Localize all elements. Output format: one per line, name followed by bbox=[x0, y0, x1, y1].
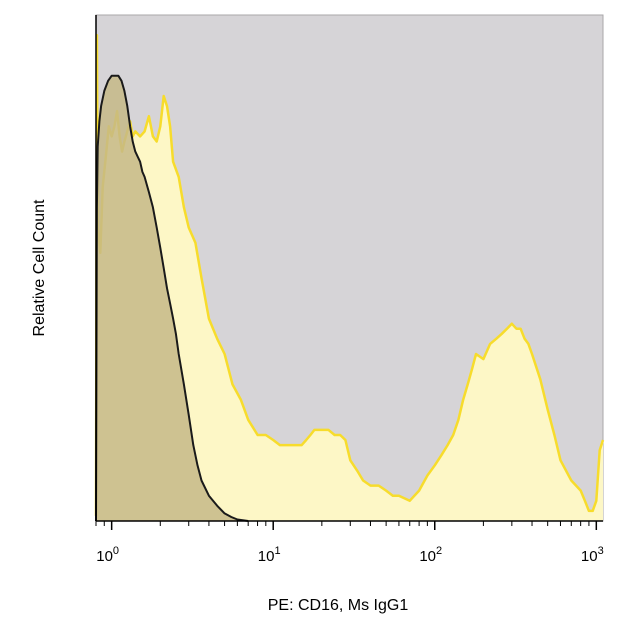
cd16-histogram-fill bbox=[96, 35, 603, 521]
x-axis-label: PE: CD16, Ms IgG1 bbox=[267, 597, 409, 614]
x-tick-label: 101 bbox=[258, 545, 281, 565]
x-tick-label: 103 bbox=[581, 545, 604, 565]
x-axis-tick-labels: 100 101 102 103 bbox=[96, 545, 603, 565]
isotype-histogram-line bbox=[95, 74, 249, 522]
series-layer bbox=[94, 15, 605, 522]
cd16-histogram-line bbox=[94, 33, 605, 516]
x-axis-ticks bbox=[95, 521, 598, 530]
isotype-histogram-fill bbox=[96, 75, 249, 521]
x-tick-label: 100 bbox=[96, 545, 119, 565]
y-axis-label: Relative Cell Count bbox=[31, 199, 48, 337]
x-tick-label: 102 bbox=[419, 545, 442, 565]
